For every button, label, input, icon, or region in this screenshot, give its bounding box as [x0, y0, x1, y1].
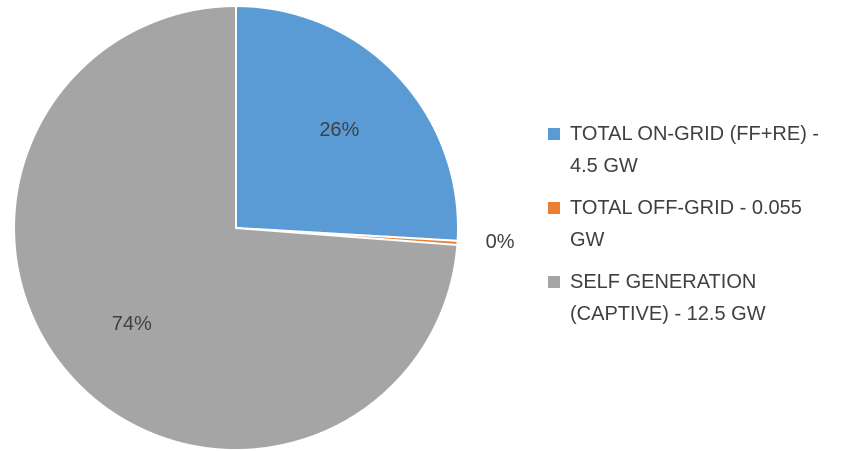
legend-swatch	[548, 276, 560, 288]
legend: TOTAL ON-GRID (FF+RE) - 4.5 GW TOTAL OFF-…	[548, 118, 848, 340]
legend-label: TOTAL ON-GRID (FF+RE) - 4.5 GW	[570, 123, 820, 177]
legend-item: TOTAL OFF-GRID - 0.055 GW	[548, 192, 840, 256]
pie-slice	[13, 4, 459, 451]
data-label: 26%	[319, 119, 359, 141]
data-label: 0%	[486, 231, 515, 253]
legend-label: TOTAL OFF-GRID - 0.055 GW	[570, 197, 802, 251]
legend-item: SELF GENERATION (CAPTIVE) - 12.5 GW	[548, 266, 840, 330]
legend-item: TOTAL ON-GRID (FF+RE) - 4.5 GW	[548, 118, 840, 182]
legend-label: SELF GENERATION (CAPTIVE) - 12.5 GW	[570, 271, 766, 325]
legend-swatch	[548, 128, 560, 140]
legend-swatch	[548, 202, 560, 214]
pie-slice	[235, 4, 459, 242]
data-label: 74%	[112, 313, 152, 335]
